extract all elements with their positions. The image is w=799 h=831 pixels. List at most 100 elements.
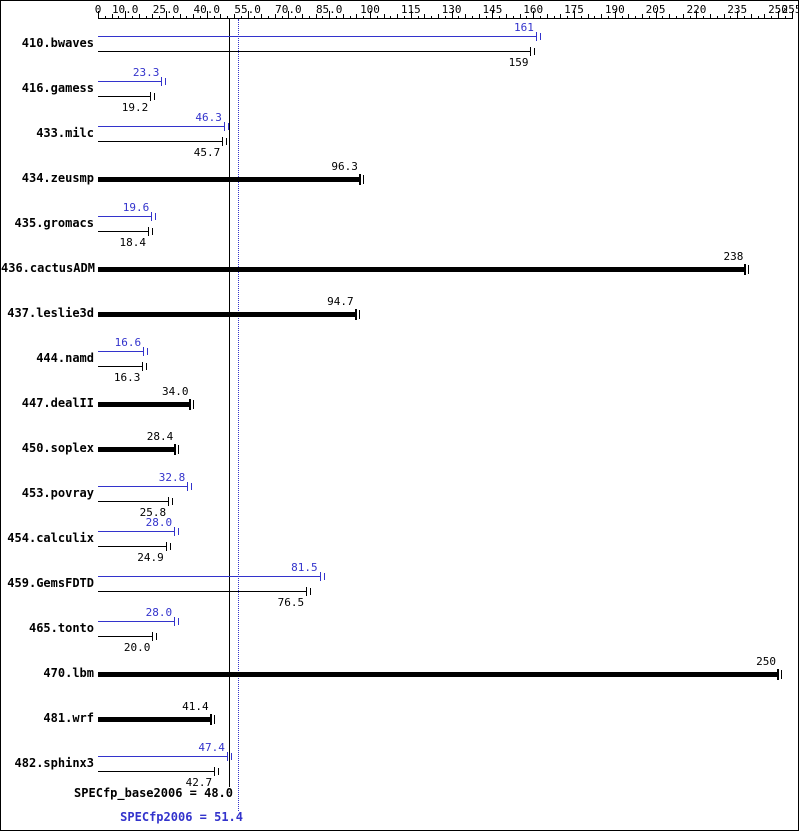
axis-tick	[642, 14, 643, 19]
axis-tick	[465, 14, 466, 19]
benchmark-label: 436.cactusADM	[1, 261, 95, 275]
axis-tick	[628, 14, 629, 19]
axis-tick	[132, 16, 133, 19]
peak-bar-run-tick	[155, 213, 157, 220]
axis-tick	[227, 16, 228, 19]
axis-tick	[526, 16, 527, 19]
base-mean-line	[229, 19, 230, 787]
base-bar-endcap	[744, 264, 747, 275]
axis-tick-label: 100	[360, 3, 380, 16]
peak-bar-run-tick	[178, 618, 180, 625]
base-bar	[98, 267, 746, 272]
axis-tick	[268, 16, 269, 19]
axis-tick	[554, 16, 555, 19]
peak-bar-run-tick	[147, 348, 149, 355]
axis-tick	[458, 16, 459, 19]
axis-tick-label: 0	[94, 3, 102, 16]
axis-tick	[146, 16, 147, 19]
axis-tick	[622, 16, 623, 19]
axis-tick	[594, 16, 595, 19]
base-bar	[98, 96, 151, 97]
base-value-label: 45.7	[193, 146, 221, 159]
axis-tick	[608, 16, 609, 19]
base-bar	[98, 177, 360, 182]
axis-tick	[724, 14, 725, 19]
peak-mean-line	[238, 19, 239, 811]
benchmark-label: 459.GemsFDTD	[7, 576, 94, 590]
base-bar-run-tick	[156, 633, 158, 640]
base-value-label: 34.0	[161, 385, 189, 398]
benchmark-label: 444.namd	[36, 351, 94, 365]
axis-tick	[785, 16, 786, 19]
axis-tick	[329, 11, 330, 19]
benchmark-label: 437.leslie3d	[7, 306, 94, 320]
base-value-label: 24.9	[137, 551, 164, 564]
base-bar-endcap	[168, 497, 170, 506]
base-bar	[98, 231, 149, 232]
axis-tick	[751, 14, 752, 19]
axis-tick	[261, 14, 262, 19]
axis-tick	[200, 16, 201, 19]
benchmark-label: 434.zeusmp	[21, 171, 94, 185]
axis-tick	[125, 11, 126, 19]
axis-tick	[139, 14, 140, 19]
peak-bar	[98, 486, 188, 487]
axis-tick	[309, 16, 310, 19]
axis-tick	[669, 14, 670, 19]
axis-tick	[193, 14, 194, 19]
peak-bar-run-tick	[230, 753, 232, 760]
axis-tick	[241, 16, 242, 19]
peak-bar	[98, 621, 175, 622]
axis-tick	[717, 16, 718, 19]
base-bar	[98, 312, 356, 317]
benchmark-label: 465.tonto	[28, 621, 94, 635]
axis-tick	[152, 14, 153, 19]
axis-tick	[159, 16, 160, 19]
peak-bar-endcap	[319, 572, 321, 581]
axis-tick	[411, 11, 412, 19]
benchmark-label: 481.wrf	[43, 711, 94, 725]
axis-tick-label: 160	[523, 3, 544, 16]
base-mean-label: SPECfp_base2006 = 48.0	[74, 786, 233, 800]
base-bar-run-tick	[534, 48, 536, 55]
peak-bar-endcap	[174, 527, 176, 536]
peak-bar	[98, 351, 144, 352]
base-bar	[98, 501, 169, 502]
peak-bar-endcap	[161, 77, 163, 86]
peak-value-label: 28.0	[145, 606, 173, 619]
axis-tick	[343, 14, 344, 19]
axis-tick	[486, 16, 487, 19]
axis-tick	[492, 11, 493, 19]
benchmark-label: 416.gamess	[21, 81, 94, 95]
base-value-label: 20.0	[123, 641, 151, 654]
axis-tick	[615, 11, 616, 19]
axis-tick	[744, 16, 745, 19]
base-value-label: 76.5	[277, 596, 305, 609]
base-bar-endcap	[777, 669, 779, 680]
axis-tick	[696, 11, 697, 19]
base-value-label: 28.4	[146, 430, 174, 443]
axis-tick	[322, 16, 323, 19]
base-bar-run-tick	[193, 400, 195, 409]
base-value-label: 96.3	[331, 160, 358, 173]
base-bar-run-tick	[146, 363, 148, 370]
benchmark-label: 447.dealII	[21, 396, 94, 410]
axis-tick	[601, 14, 602, 19]
axis-tick	[710, 14, 711, 19]
base-value-label: 94.7	[327, 295, 354, 308]
axis-tick	[234, 14, 235, 19]
base-bar-endcap	[189, 399, 192, 410]
peak-value-label: 23.3	[132, 66, 160, 79]
base-bar	[98, 447, 176, 452]
axis-tick-label: 205	[645, 3, 666, 16]
base-bar-endcap	[152, 632, 154, 641]
base-bar-run-tick	[362, 175, 364, 184]
peak-bar-endcap	[187, 482, 189, 491]
base-bar	[98, 141, 223, 142]
axis-tick	[404, 16, 405, 19]
peak-bar-run-tick	[227, 123, 229, 130]
peak-bar-run-tick	[539, 33, 541, 40]
axis-tick	[683, 14, 684, 19]
axis-tick	[316, 14, 317, 19]
